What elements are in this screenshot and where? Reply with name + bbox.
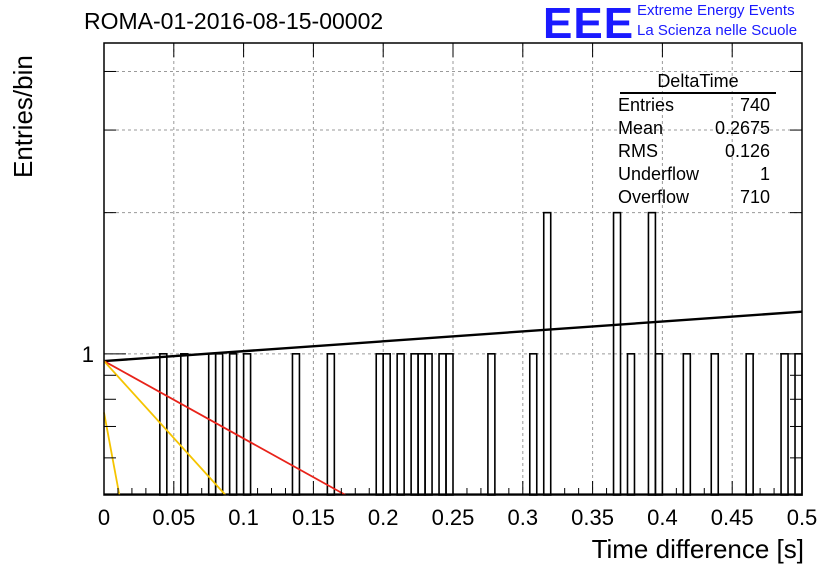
fit-lines <box>103 310 803 496</box>
histogram-bar <box>382 353 391 496</box>
fit-line <box>103 360 227 496</box>
stats-row-mean: Mean 0.2675 <box>612 117 776 140</box>
run-title: ROMA-01-2016-08-15-00002 <box>84 8 384 34</box>
stats-row-overflow: Overflow 710 <box>612 186 776 209</box>
fit-line <box>103 360 346 496</box>
y-tick-labels: 1 <box>82 342 94 367</box>
logo-line-2: La Scienza nelle Scuole <box>637 22 798 39</box>
histogram-bar <box>710 353 720 496</box>
histogram-bar <box>291 353 301 496</box>
x-tick-label: 0.35 <box>571 505 614 530</box>
stats-value: 740 <box>739 95 770 115</box>
histogram-bar <box>396 353 405 496</box>
fit-line <box>103 310 803 363</box>
x-tick-label: 0.2 <box>368 505 399 530</box>
x-tick-label: 0.15 <box>292 505 335 530</box>
x-tick-label: 0.1 <box>228 505 259 530</box>
histogram-bar <box>179 353 189 496</box>
fit-line <box>103 412 121 496</box>
stats-box: DeltaTime Entries 740 Mean 0.2675 RMS 0.… <box>612 70 776 209</box>
x-tick-label: 0.3 <box>508 505 539 530</box>
stats-label: Mean <box>618 118 664 138</box>
stats-row-rms: RMS 0.126 <box>612 140 776 163</box>
histogram-bar <box>242 353 252 496</box>
x-tick-label: 0.5 <box>787 505 818 530</box>
stats-row-underflow: Underflow 1 <box>612 163 776 186</box>
histogram-bar <box>528 353 538 496</box>
x-tick-label: 0 <box>98 505 110 530</box>
x-tick-label: 0.4 <box>647 505 678 530</box>
histogram-bar <box>487 353 496 496</box>
stats-label: Overflow <box>618 187 690 207</box>
stats-title: DeltaTime <box>620 70 776 94</box>
eee-logo: EEE <box>543 0 635 48</box>
stats-label: Entries <box>618 95 675 115</box>
histogram-bar <box>417 353 426 496</box>
stats-label: RMS <box>618 141 658 161</box>
stats-row-entries: Entries 740 <box>612 94 776 117</box>
histogram-bar <box>438 353 447 496</box>
stats-value: 710 <box>739 187 770 207</box>
logo-line-1: Extreme Energy Events <box>637 2 795 19</box>
x-tick-label: 0.45 <box>711 505 754 530</box>
histogram-bar <box>654 353 664 496</box>
histogram-bar <box>780 353 789 496</box>
stats-value: 1 <box>759 164 770 184</box>
axis-ticks <box>103 43 803 495</box>
histogram-bar <box>410 353 419 496</box>
histogram-bar <box>445 353 454 496</box>
histogram-bar <box>326 353 336 496</box>
histogram-bar <box>228 353 238 496</box>
histogram-bar <box>424 353 433 496</box>
x-axis-label: Time difference [s] <box>591 534 804 564</box>
histogram-bar <box>682 353 692 496</box>
y-tick-label: 1 <box>82 342 94 367</box>
x-tick-labels: 0 0.05 0.1 0.15 0.2 0.25 0.3 0.35 0.4 0.45 0.5 <box>98 505 817 530</box>
histogram-bar <box>745 353 754 496</box>
stats-value: 0.126 <box>724 141 770 161</box>
stats-label: Underflow <box>618 164 700 184</box>
x-tick-label: 0.05 <box>152 505 195 530</box>
x-tick-label: 0.25 <box>432 505 475 530</box>
y-axis-label: Entries/bin <box>8 55 38 178</box>
histogram-bar <box>626 353 636 496</box>
histogram-bar <box>207 353 217 496</box>
histogram-bar <box>375 353 385 496</box>
stats-value: 0.2675 <box>714 118 770 138</box>
